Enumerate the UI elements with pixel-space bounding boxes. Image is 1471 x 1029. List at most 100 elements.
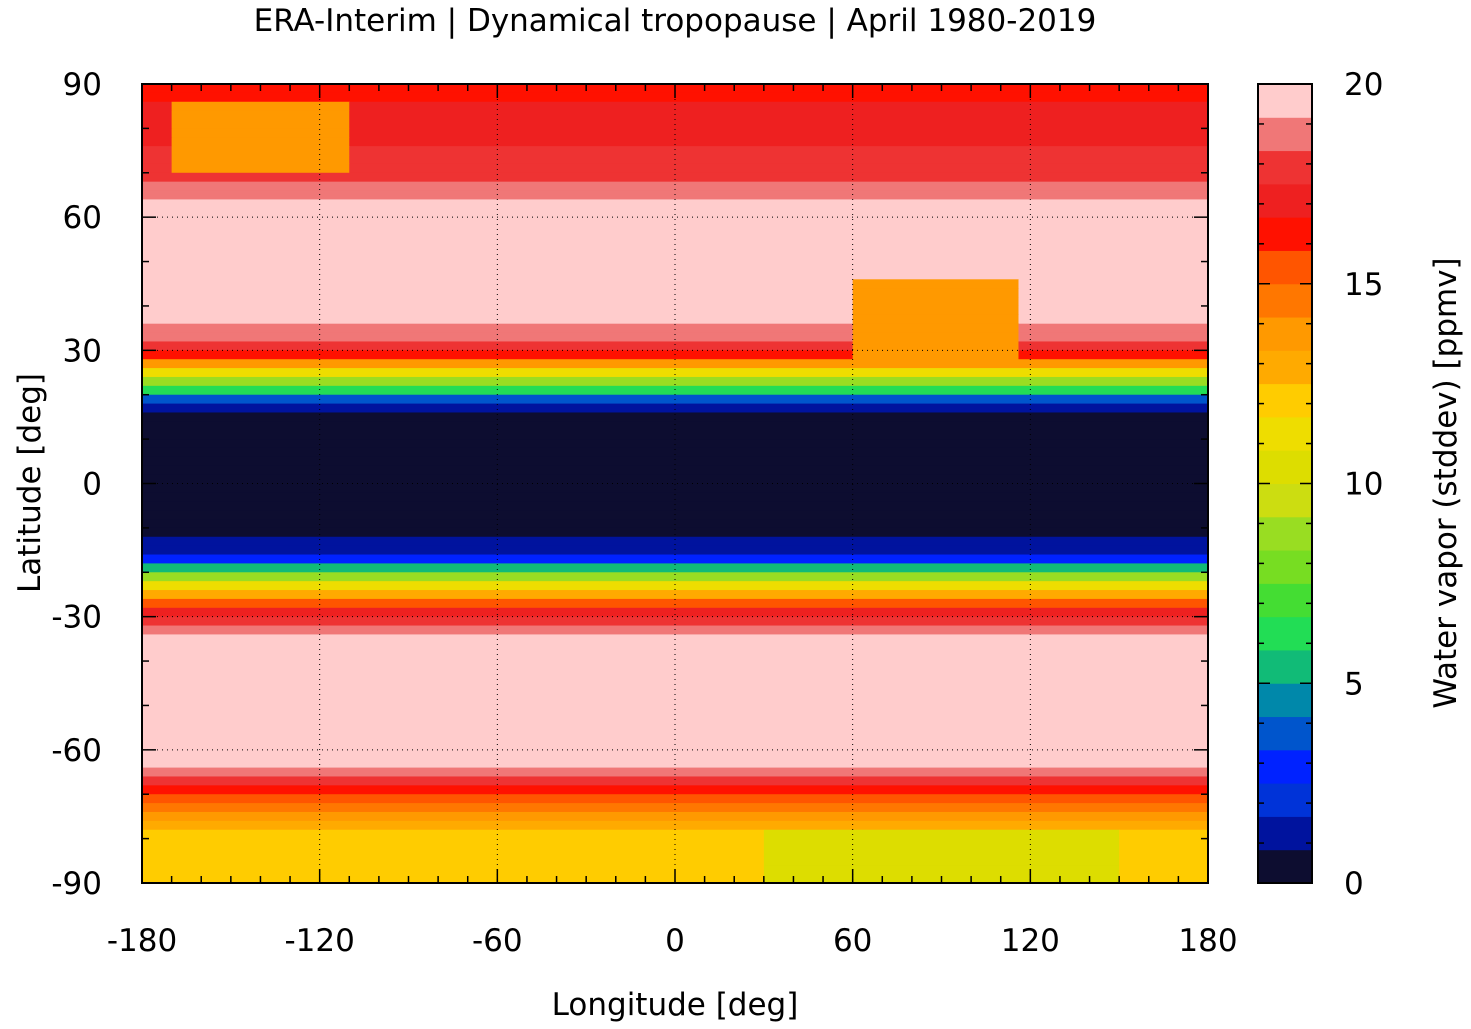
colorbar-swatch: [1258, 849, 1312, 884]
y-tick-label: 60: [63, 200, 102, 236]
field-cell: [142, 368, 1208, 378]
field-cell: [142, 847, 765, 857]
axis-ticks: [141, 83, 1209, 884]
field-cell: [142, 181, 1208, 192]
field-cell: [142, 696, 1208, 707]
colorbar-swatch: [1258, 683, 1312, 718]
field-cell: [142, 767, 1208, 778]
field-cell: [142, 652, 1208, 662]
field-cell: [852, 305, 1020, 316]
field-cell: [1018, 314, 1208, 325]
field-cell: [349, 110, 1208, 121]
field-cell: [1119, 865, 1208, 875]
field-cell: [349, 146, 1208, 156]
field-cell: [142, 545, 1208, 556]
field-cell: [349, 155, 1208, 165]
x-axis-label: Longitude [deg]: [552, 987, 799, 1023]
field-cell: [142, 119, 173, 129]
field-cell: [1018, 350, 1208, 360]
field-cell: [142, 811, 1208, 822]
x-tick-label: 180: [1178, 923, 1237, 959]
x-tick-labels: -180 -120 -60 0 60 120 180: [107, 923, 1238, 959]
colorbar-tick-label: 10: [1344, 467, 1383, 503]
field-cell: [852, 341, 1020, 351]
field-cell: [142, 385, 1208, 396]
field-cell: [142, 110, 173, 121]
field-cell: [142, 519, 1208, 529]
colorbar-swatch: [1258, 117, 1312, 152]
colorbar-tick-label: 0: [1344, 866, 1364, 902]
colorbar-swatch: [1258, 283, 1312, 318]
field-cell: [171, 119, 350, 129]
field-cell: [852, 297, 1020, 307]
chart-title: ERA-Interim | Dynamical tropopause | Apr…: [254, 3, 1097, 39]
field-cell: [142, 155, 173, 165]
field-cell: [1119, 829, 1208, 840]
field-cell: [142, 261, 1208, 272]
field-cell: [349, 137, 1208, 147]
colorbar-label: Water vapor (stddev) [ppmv]: [1428, 257, 1464, 708]
field-cell: [142, 243, 1208, 254]
field-cell: [142, 376, 1208, 387]
x-tick-label: 0: [665, 923, 685, 959]
colorbar-swatch: [1258, 317, 1312, 351]
field-cell: [142, 447, 1208, 458]
field-cell: [142, 359, 1208, 369]
field-cell: [142, 616, 1208, 627]
grid-lines: [142, 84, 1208, 883]
colorbar-swatch: [1258, 217, 1312, 251]
field-cell: [142, 820, 1208, 831]
field-cell: [142, 483, 1208, 493]
colorbar-swatch: [1258, 416, 1312, 451]
colorbar-swatch: [1258, 649, 1312, 684]
field-cell: [1018, 323, 1208, 334]
x-tick-label: 60: [833, 923, 872, 959]
colorbar-swatch: [1258, 483, 1312, 518]
colorbar-swatch: [1258, 783, 1312, 817]
field-cell: [763, 838, 1120, 849]
field-cell: [142, 190, 1208, 201]
field-cell: [142, 723, 1208, 733]
field-cell: [763, 847, 1120, 857]
field-cell: [142, 332, 854, 343]
y-tick-label: 30: [63, 333, 102, 369]
field-cell: [142, 323, 854, 334]
field-cell: [1018, 305, 1208, 316]
field-cell: [142, 572, 1208, 582]
colorbar-swatch: [1258, 550, 1312, 584]
y-tick-label: 90: [63, 67, 102, 103]
field-cell: [142, 128, 173, 138]
field-cell: [763, 856, 1120, 866]
colorbar-swatch: [1258, 516, 1312, 551]
field-cell: [142, 687, 1208, 698]
field-cell: [142, 607, 1208, 618]
field-cell: [1119, 847, 1208, 857]
field-cell: [142, 536, 1208, 547]
y-tick-labels: 90 60 30 0 -30 -60 -90: [51, 67, 102, 902]
field-cell: [142, 208, 1208, 218]
field-cell: [852, 279, 1020, 289]
field-cell: [142, 288, 854, 298]
field-cell: [142, 829, 765, 840]
field-cell: [171, 163, 350, 174]
field-cell: [142, 678, 1208, 689]
x-tick-label: -180: [107, 923, 177, 959]
field-cell: [349, 163, 1208, 174]
field-cell: [852, 332, 1020, 343]
field-cell: [142, 341, 854, 351]
field-cell: [1018, 332, 1208, 343]
colorbar-swatch: [1258, 583, 1312, 618]
field-cell: [349, 128, 1208, 138]
field-cell: [142, 146, 173, 156]
field-cell: [142, 581, 1208, 591]
colorbar-swatch: [1258, 749, 1312, 784]
field-cell: [142, 785, 1208, 795]
field-cell: [142, 563, 1208, 573]
field-cell: [142, 661, 1208, 671]
field-cell: [1018, 288, 1208, 298]
colorbar-swatch: [1258, 383, 1312, 418]
field-cell: [349, 101, 1208, 112]
field-cell: [142, 421, 1208, 431]
field-cell: [852, 314, 1020, 325]
field-cell: [1119, 874, 1208, 883]
